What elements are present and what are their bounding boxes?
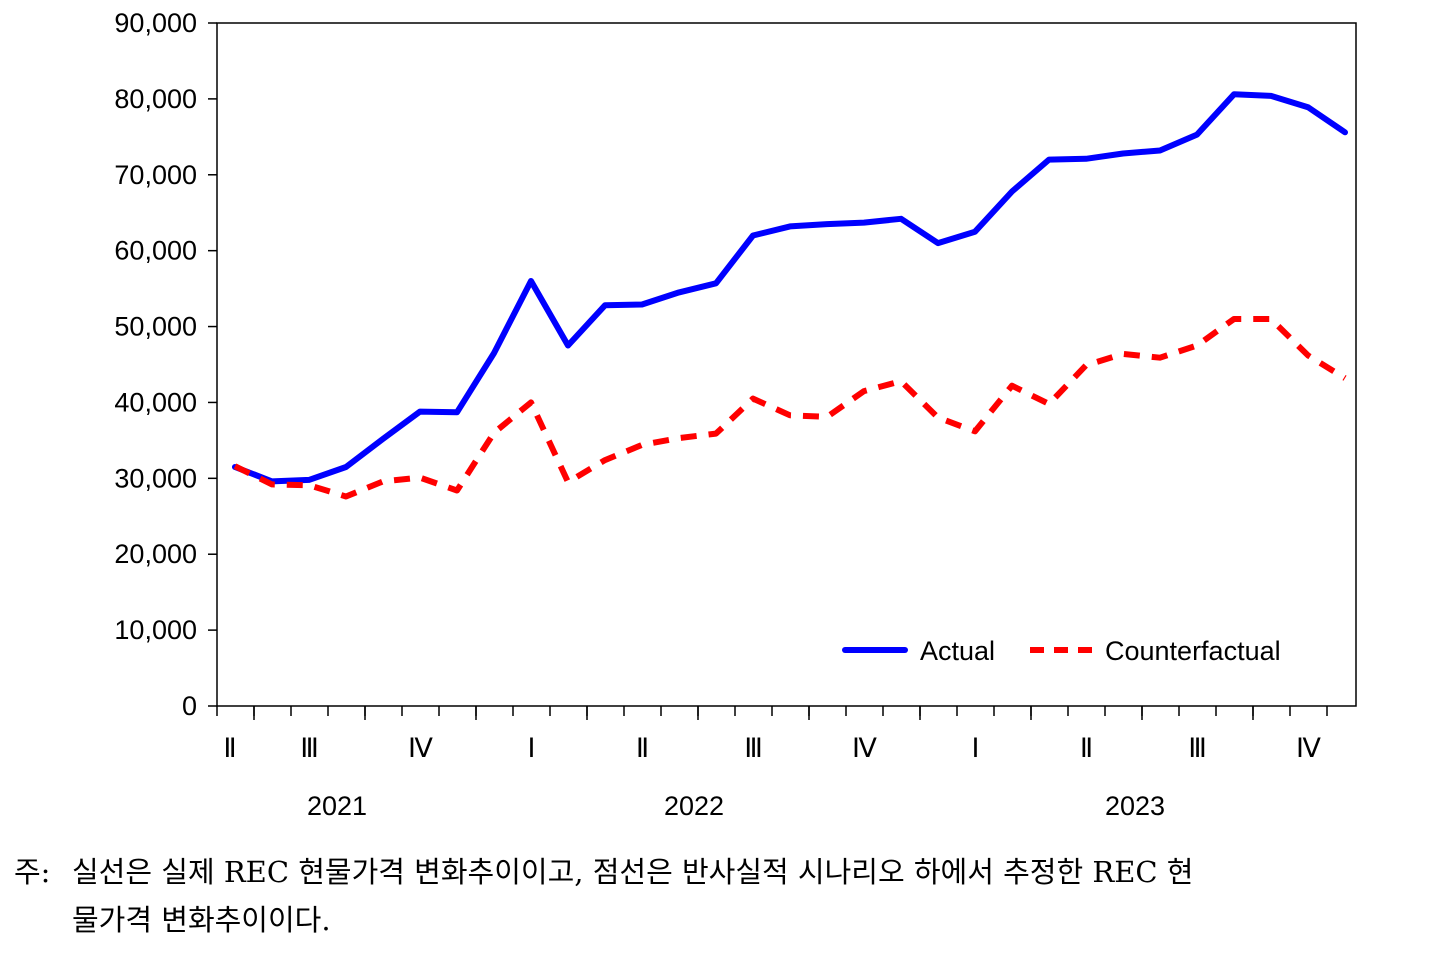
y-tick-label: 30,000 <box>114 463 197 493</box>
quarter-label: Ⅰ <box>528 733 536 763</box>
y-tick-label: 90,000 <box>114 8 197 38</box>
quarter-label: Ⅲ <box>1188 733 1207 763</box>
year-label: 2021 <box>307 791 367 821</box>
line-chart: 0 10,000 20,000 30,000 40,000 50,000 60,000 70,… <box>114 8 1357 821</box>
quarter-label: Ⅰ <box>972 733 980 763</box>
year-label: 2023 <box>1105 791 1165 821</box>
y-tick-label: 20,000 <box>114 539 197 569</box>
year-label: 2022 <box>664 791 724 821</box>
quarter-label: Ⅱ <box>223 733 236 763</box>
y-tick-label: 50,000 <box>114 312 197 342</box>
series-line-actual <box>232 91 1348 485</box>
quarter-label: Ⅳ <box>852 733 877 763</box>
note-line-1: 실선은 실제 REC 현물가격 변화추이이고, 점선은 반사실적 시나리오 하에… <box>72 855 1194 889</box>
y-tick-label: 10,000 <box>114 615 197 645</box>
y-tick-label: 40,000 <box>114 387 197 417</box>
legend-label-counterfactual: Counterfactual <box>1105 636 1281 666</box>
note-prefix: 주: <box>14 855 51 889</box>
quarter-label: Ⅲ <box>744 733 763 763</box>
plot-frame <box>216 22 1357 707</box>
chart-axes <box>216 22 1357 707</box>
note-line-2: 물가격 변화추이이다. <box>72 903 331 937</box>
series-lines <box>232 91 1348 500</box>
chart-note: 주: 실선은 실제 REC 현물가격 변화추이이고, 점선은 반사실적 시나리오 … <box>14 848 1439 944</box>
y-tick-label: 80,000 <box>114 84 197 114</box>
quarter-label: Ⅳ <box>408 733 433 763</box>
legend: Actual Counterfactual <box>842 636 1281 666</box>
quarter-label: Ⅱ <box>1080 733 1093 763</box>
legend-label-actual: Actual <box>920 636 995 666</box>
y-axis-ticks: 0 10,000 20,000 30,000 40,000 50,000 60,000 70,… <box>114 8 217 721</box>
quarter-label: Ⅲ <box>300 733 319 763</box>
x-axis-ticks: Ⅱ Ⅲ Ⅳ Ⅰ Ⅱ Ⅲ Ⅳ Ⅰ Ⅱ Ⅲ Ⅳ 2021 2022 2023 <box>216 706 1328 821</box>
quarter-label: Ⅱ <box>636 733 649 763</box>
y-tick-label: 0 <box>182 691 197 721</box>
quarter-label: Ⅳ <box>1296 733 1321 763</box>
series-line-counterfactual <box>233 316 1347 500</box>
y-tick-label: 60,000 <box>114 236 197 266</box>
y-tick-label: 70,000 <box>114 160 197 190</box>
